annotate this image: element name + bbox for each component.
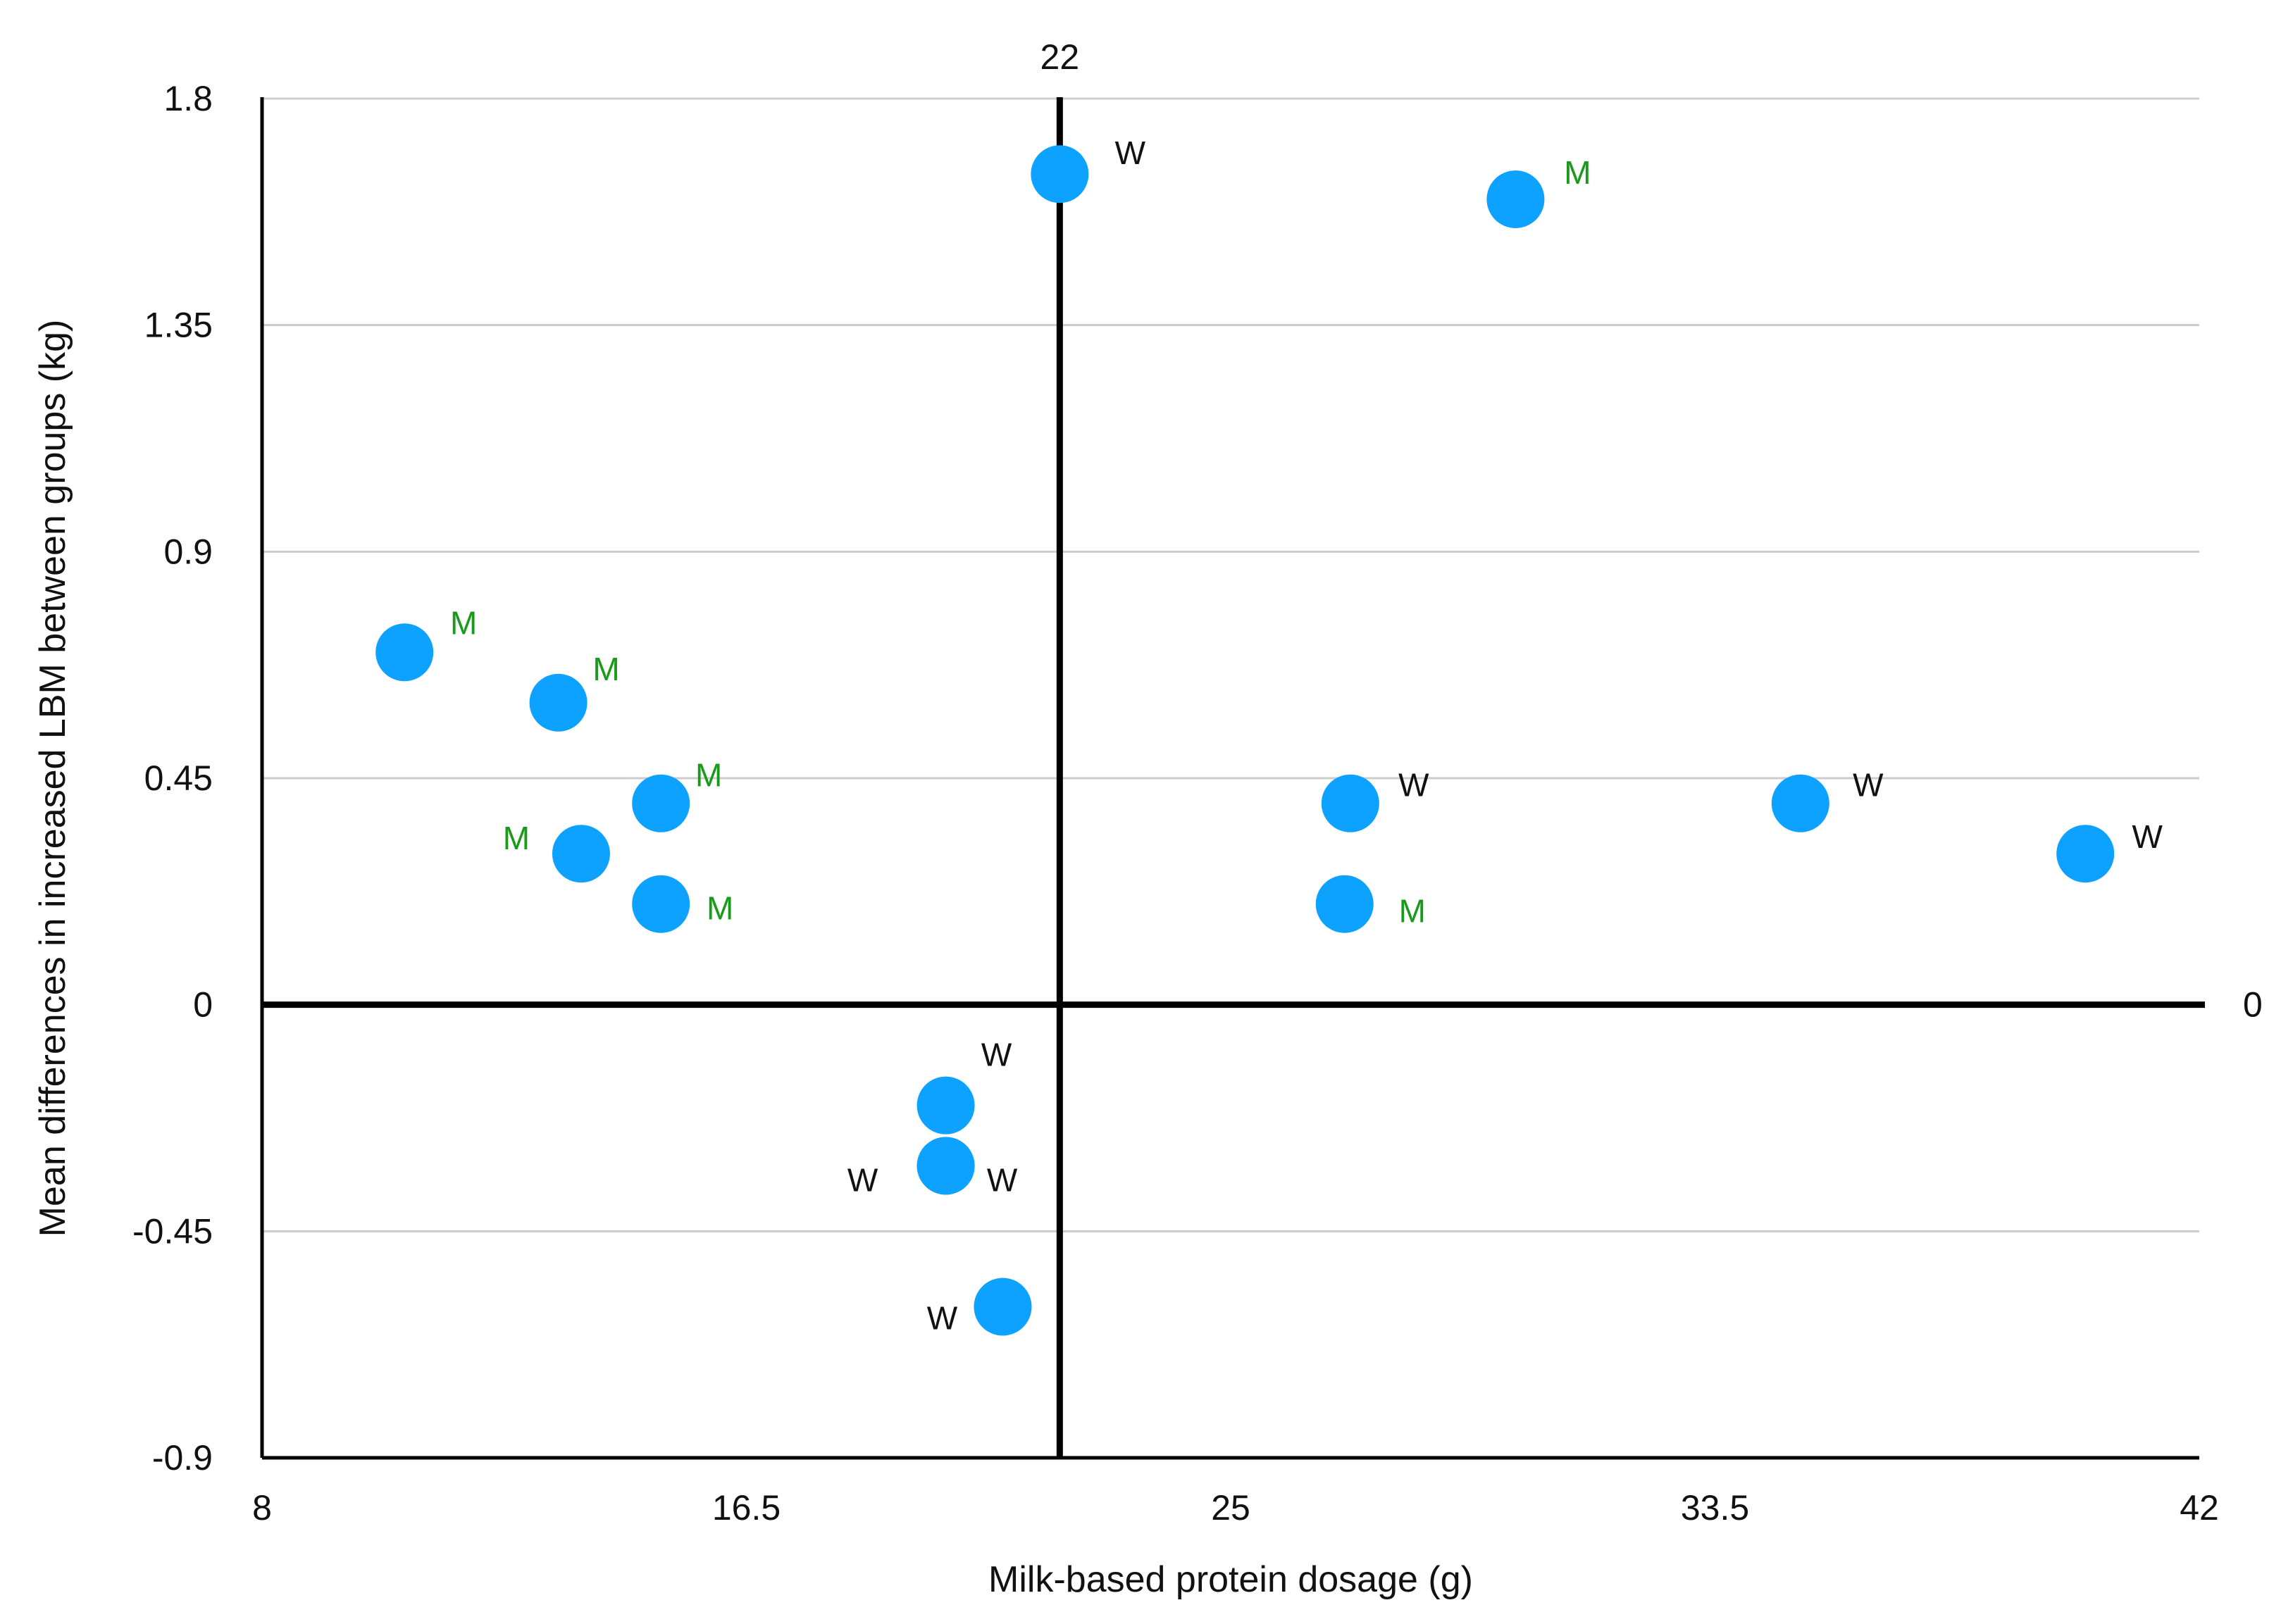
data-point — [632, 875, 690, 933]
y-tick-label: 0.9 — [163, 532, 213, 571]
x-tick-label: 25 — [1211, 1488, 1250, 1528]
y-tick-label: 1.35 — [144, 306, 213, 345]
data-point — [2056, 825, 2115, 883]
reference-line-vertical-label: 22 — [1040, 37, 1080, 77]
point-labels: W M M M M M M W M W W W W W W — [450, 135, 2163, 1336]
point-label: M — [592, 651, 619, 687]
point-label: W — [1115, 135, 1146, 171]
point-label: W — [981, 1037, 1012, 1073]
point-label: M — [1399, 893, 1426, 930]
reference-line-horizontal-label: 0 — [2243, 985, 2263, 1025]
point-label: M — [503, 820, 530, 856]
data-point — [916, 1137, 975, 1195]
y-tick-label: 0 — [193, 985, 213, 1025]
data-point — [529, 673, 588, 732]
y-tick-label: 0.45 — [144, 758, 213, 798]
y-tick-label: -0.9 — [152, 1438, 213, 1478]
point-label: W — [847, 1161, 878, 1198]
data-point — [552, 825, 610, 883]
data-points — [375, 145, 2115, 1336]
y-axis-title: Mean differences in increased LBM betwee… — [32, 320, 73, 1237]
data-point — [1486, 170, 1545, 228]
point-label: W — [1853, 767, 1884, 804]
tick-labels: -0.9 -0.45 0 0.45 0.9 1.35 1.8 8 16.5 25 33.5 42 — [132, 79, 2219, 1528]
data-point — [1031, 145, 1089, 204]
x-axis-title: Milk-based protein dosage (g) — [988, 1559, 1473, 1600]
data-point — [1771, 774, 1829, 832]
point-label: W — [1398, 767, 1429, 804]
point-label: M — [450, 604, 477, 641]
reference-lines: 22 0 — [262, 37, 2263, 1458]
data-point — [974, 1278, 1032, 1336]
y-tick-label: 1.8 — [163, 79, 213, 118]
y-tick-label: -0.45 — [132, 1211, 213, 1251]
data-point — [1321, 774, 1379, 832]
x-tick-label: 42 — [2180, 1488, 2219, 1528]
axes — [260, 97, 2199, 1460]
data-point — [916, 1076, 975, 1135]
data-point — [375, 623, 434, 682]
x-tick-label: 8 — [252, 1488, 272, 1528]
data-point — [1315, 875, 1374, 933]
x-tick-label: 33.5 — [1681, 1488, 1749, 1528]
point-label: W — [987, 1161, 1018, 1198]
point-label: W — [2132, 818, 2163, 855]
grid-lines — [262, 97, 2199, 1459]
point-label: M — [707, 890, 733, 927]
point-label: M — [695, 757, 722, 794]
point-label: W — [927, 1300, 958, 1337]
data-point — [632, 774, 690, 832]
point-label: M — [1564, 154, 1591, 191]
x-tick-label: 16.5 — [712, 1488, 781, 1528]
